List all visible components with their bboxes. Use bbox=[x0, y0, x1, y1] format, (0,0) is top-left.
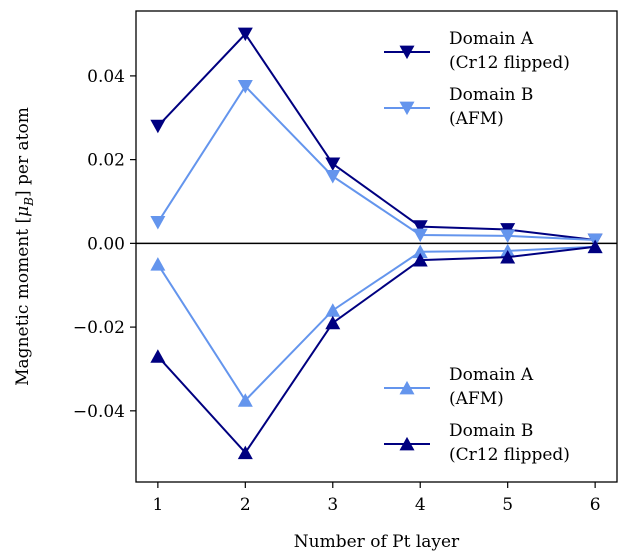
legend-marker bbox=[399, 436, 415, 451]
data-point bbox=[500, 229, 516, 243]
data-point bbox=[237, 27, 253, 42]
legend-label: Domain A bbox=[449, 29, 534, 49]
y-axis-label: Magnetic moment [μB] per atom bbox=[13, 107, 36, 386]
series-line bbox=[157, 245, 596, 402]
legend-label: Domain A bbox=[449, 365, 534, 385]
legends: Domain A(Cr12 flipped)Domain B(AFM)Domai… bbox=[384, 29, 570, 465]
legend-label: Domain B bbox=[449, 85, 533, 105]
data-point bbox=[237, 445, 253, 460]
legend-label: (Cr12 flipped) bbox=[449, 53, 570, 73]
legend-entry: Domain B (Cr12 flipped) bbox=[384, 421, 570, 465]
data-point bbox=[237, 79, 253, 94]
data-point bbox=[150, 257, 166, 271]
x-tick-label: 5 bbox=[502, 495, 513, 515]
y-ticks: 0.04 0.02 0.00 −0.02 −0.04 bbox=[73, 67, 136, 422]
x-tick-label: 4 bbox=[415, 495, 426, 515]
legend-label: (AFM) bbox=[449, 389, 504, 409]
series-line bbox=[157, 32, 596, 242]
data-point bbox=[325, 315, 341, 330]
y-tick-label: 0.04 bbox=[87, 67, 125, 87]
x-tick-label: 6 bbox=[590, 495, 601, 515]
plot-frame bbox=[135, 10, 618, 483]
axes bbox=[135, 10, 618, 483]
series-4 bbox=[150, 239, 603, 460]
legend-marker bbox=[399, 45, 415, 60]
legend-entry: Domain A (Cr12 flipped) bbox=[384, 29, 570, 73]
legend-entry: Domain A (AFM) bbox=[384, 365, 534, 409]
data-point bbox=[150, 216, 166, 230]
data-point bbox=[237, 393, 253, 407]
x-tick-label: 3 bbox=[327, 495, 338, 515]
y-axis-label-prefix: Magnetic moment [ bbox=[13, 217, 33, 386]
data-point bbox=[412, 244, 428, 259]
y-tick-label: −0.02 bbox=[73, 318, 125, 338]
y-tick-label: 0.02 bbox=[87, 151, 125, 171]
data-point bbox=[412, 252, 428, 267]
x-ticks: 1 2 3 4 5 6 bbox=[152, 482, 601, 515]
data-point bbox=[150, 349, 166, 363]
data-point bbox=[325, 169, 341, 184]
y-tick-label: −0.04 bbox=[73, 402, 125, 422]
y-axis-label-suffix: ] per atom bbox=[13, 107, 33, 197]
x-tick-label: 1 bbox=[152, 495, 163, 515]
y-tick-label: 0.00 bbox=[87, 234, 125, 254]
legend-entry: Domain B (AFM) bbox=[384, 85, 533, 129]
plot-area bbox=[136, 27, 617, 460]
series-3 bbox=[150, 239, 603, 407]
data-point bbox=[587, 239, 603, 254]
legend-label: Domain B bbox=[449, 421, 533, 441]
legend-label: (AFM) bbox=[449, 109, 504, 129]
series-line bbox=[157, 84, 596, 242]
series-2 bbox=[150, 79, 603, 248]
data-point bbox=[412, 220, 428, 234]
series-line bbox=[157, 245, 596, 455]
data-point bbox=[325, 303, 341, 317]
y-axis-label-symbol: μ bbox=[13, 206, 33, 217]
y-axis-label-subscript: B bbox=[22, 197, 36, 207]
legend-marker bbox=[399, 380, 415, 395]
data-point bbox=[150, 119, 166, 134]
legend-lower-right: Domain A (AFM) Domain B (Cr12 flipped) bbox=[384, 365, 570, 465]
legend-marker bbox=[399, 101, 415, 116]
data-point bbox=[500, 250, 516, 264]
legend-upper-right: Domain A (Cr12 flipped) Domain B (AFM) bbox=[384, 29, 570, 129]
x-tick-label: 2 bbox=[240, 495, 251, 515]
legend-label: (Cr12 flipped) bbox=[449, 445, 570, 465]
data-point bbox=[325, 157, 341, 171]
x-axis-label: Number of Pt layer bbox=[294, 532, 460, 552]
data-point bbox=[412, 228, 428, 243]
